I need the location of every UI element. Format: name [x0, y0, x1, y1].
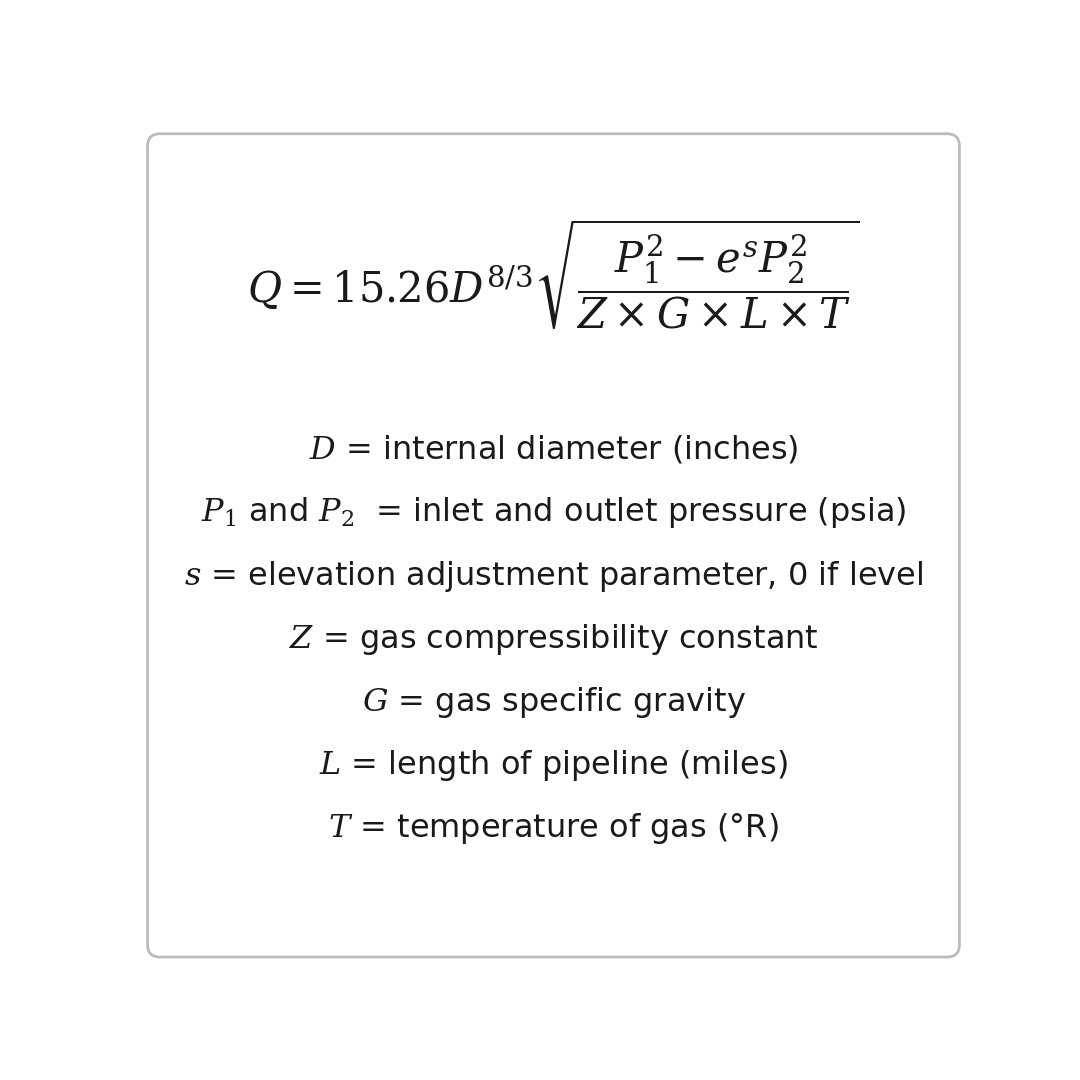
- Text: $Q = 15.26D^{8/3}\sqrt{\dfrac{P_1^2 - e^s P_2^2}{Z \times G \times L \times T}}$: $Q = 15.26D^{8/3}\sqrt{\dfrac{P_1^2 - e^…: [247, 218, 860, 333]
- Text: $L$ = length of pipeline (miles): $L$ = length of pipeline (miles): [320, 748, 787, 783]
- Text: $P_1$ and $P_2$  = inlet and outlet pressure (psia): $P_1$ and $P_2$ = inlet and outlet press…: [201, 496, 906, 530]
- Text: $D$ = internal diameter (inches): $D$ = internal diameter (inches): [309, 434, 798, 465]
- Text: $Z$ = gas compressibility constant: $Z$ = gas compressibility constant: [288, 622, 819, 657]
- FancyBboxPatch shape: [148, 134, 959, 957]
- Text: $G$ = gas specific gravity: $G$ = gas specific gravity: [362, 685, 745, 720]
- Text: $T$ = temperature of gas (°R): $T$ = temperature of gas (°R): [328, 811, 779, 847]
- Text: $s$ = elevation adjustment parameter, 0 if level: $s$ = elevation adjustment parameter, 0 …: [184, 558, 923, 594]
